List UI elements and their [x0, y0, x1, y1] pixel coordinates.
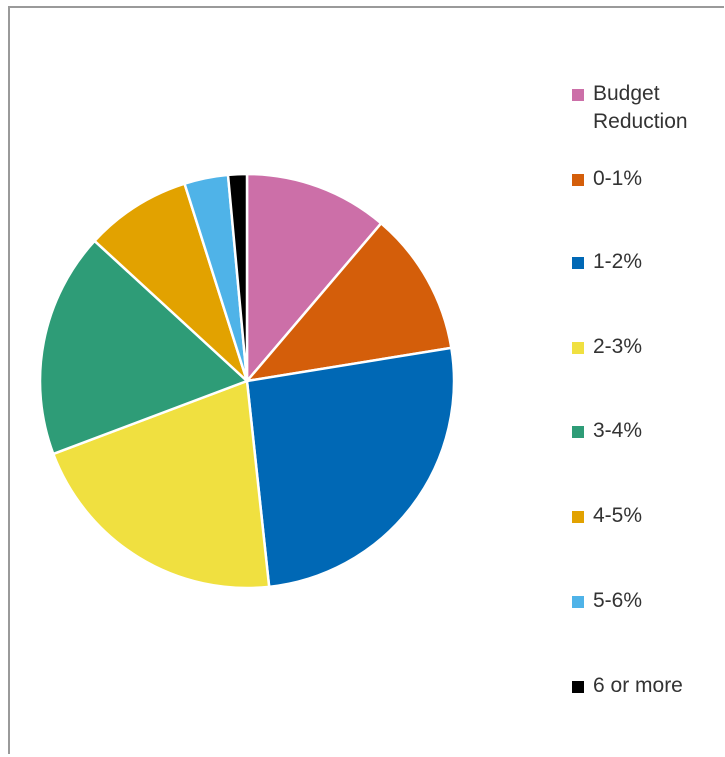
legend-label-budget-reduction: Budget Reduction	[593, 82, 688, 133]
pie-slice-2-3	[52, 379, 271, 590]
pie-slice-budget-reduction	[245, 172, 383, 383]
legend-item-4-5: 4-5%	[572, 502, 642, 530]
legend-item-budget-reduction: Budget Reduction	[572, 80, 688, 136]
legend-label-6-or-more: 6 or more	[593, 674, 683, 697]
legend-item-0-1: 0-1%	[572, 165, 642, 193]
pie-slice-1-2	[245, 346, 456, 589]
legend-label-5-6: 5-6%	[593, 589, 643, 612]
legend-label-4-5: 4-5%	[593, 504, 643, 527]
legend-swatch-2-3	[572, 342, 584, 354]
pie-slice-4-5	[93, 182, 249, 383]
legend-swatch-0-1	[572, 174, 584, 186]
legend-label-2-3: 2-3%	[593, 335, 643, 358]
legend-swatch-1-2	[572, 257, 584, 269]
legend-swatch-6-or-more	[572, 681, 584, 693]
legend-swatch-5-6	[572, 596, 584, 608]
legend-label-3-4: 3-4%	[593, 419, 643, 442]
legend-swatch-4-5	[572, 511, 584, 523]
pie-slice-3-4	[38, 239, 249, 456]
pie-slice-0-1	[245, 222, 453, 383]
legend-item-2-3: 2-3%	[572, 333, 642, 361]
legend-swatch-budget-reduction	[572, 89, 584, 101]
legend-label-0-1: 0-1%	[593, 167, 643, 190]
legend-label-1-2: 1-2%	[593, 250, 643, 273]
legend-item-1-2: 1-2%	[572, 248, 642, 276]
pie-slice-6-or-more	[226, 172, 249, 383]
legend-item-5-6: 5-6%	[572, 587, 642, 615]
legend-item-6-or-more: 6 or more	[572, 672, 683, 700]
chart-frame	[8, 6, 724, 754]
legend-item-3-4: 3-4%	[572, 417, 642, 445]
legend-swatch-3-4	[572, 426, 584, 438]
